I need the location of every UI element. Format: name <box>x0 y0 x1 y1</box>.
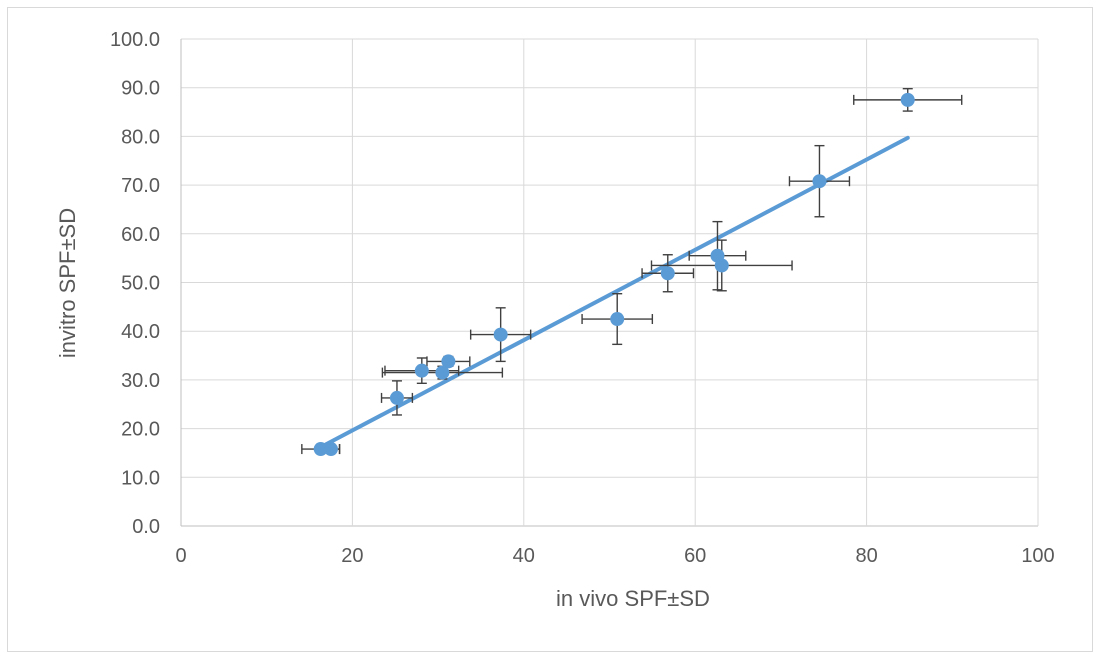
x-tick-label: 60 <box>684 545 706 567</box>
data-points <box>313 92 915 457</box>
data-point <box>414 363 429 378</box>
y-axis-title: invitro SPF±SD <box>55 208 80 358</box>
y-tick-label: 100.0 <box>110 29 160 51</box>
data-point <box>493 327 508 342</box>
data-point <box>610 312 625 327</box>
x-tick-label: 100 <box>1021 545 1054 567</box>
y-tick-label: 90.0 <box>121 78 160 100</box>
y-tick-label: 80.0 <box>121 126 160 148</box>
y-axis-ticks: 0.0 10.0 20.0 30.0 40.0 50.0 60.0 70.0 80.0 90.0 1… <box>110 29 160 538</box>
data-point <box>323 442 338 457</box>
data-point <box>441 354 456 369</box>
data-point <box>900 92 915 107</box>
y-tick-label: 20.0 <box>121 419 160 441</box>
y-tick-label: 40.0 <box>121 321 160 343</box>
linear-trendline <box>318 135 910 450</box>
x-tick-label: 40 <box>513 545 535 567</box>
x-tick-label: 0 <box>175 545 186 567</box>
y-tick-label: 60.0 <box>121 224 160 246</box>
x-tick-label: 80 <box>855 545 877 567</box>
x-axis-ticks: 0 20 40 60 80 100 <box>175 545 1054 567</box>
data-point <box>389 390 404 405</box>
trendline-layer <box>318 135 910 450</box>
data-point <box>714 258 729 273</box>
y-tick-label: 50.0 <box>121 273 160 295</box>
y-tick-label: 0.0 <box>132 516 160 538</box>
chart-frame <box>7 7 1093 652</box>
data-point <box>435 365 450 380</box>
data-point <box>812 174 827 189</box>
y-tick-label: 70.0 <box>121 175 160 197</box>
y-tick-label: 30.0 <box>121 370 160 392</box>
y-tick-label: 10.0 <box>121 467 160 489</box>
grid-lines <box>180 38 1039 527</box>
data-point <box>313 442 328 457</box>
x-axis-title: in vivo SPF±SD <box>556 586 710 611</box>
data-point <box>660 266 675 281</box>
x-tick-label: 20 <box>341 545 363 567</box>
